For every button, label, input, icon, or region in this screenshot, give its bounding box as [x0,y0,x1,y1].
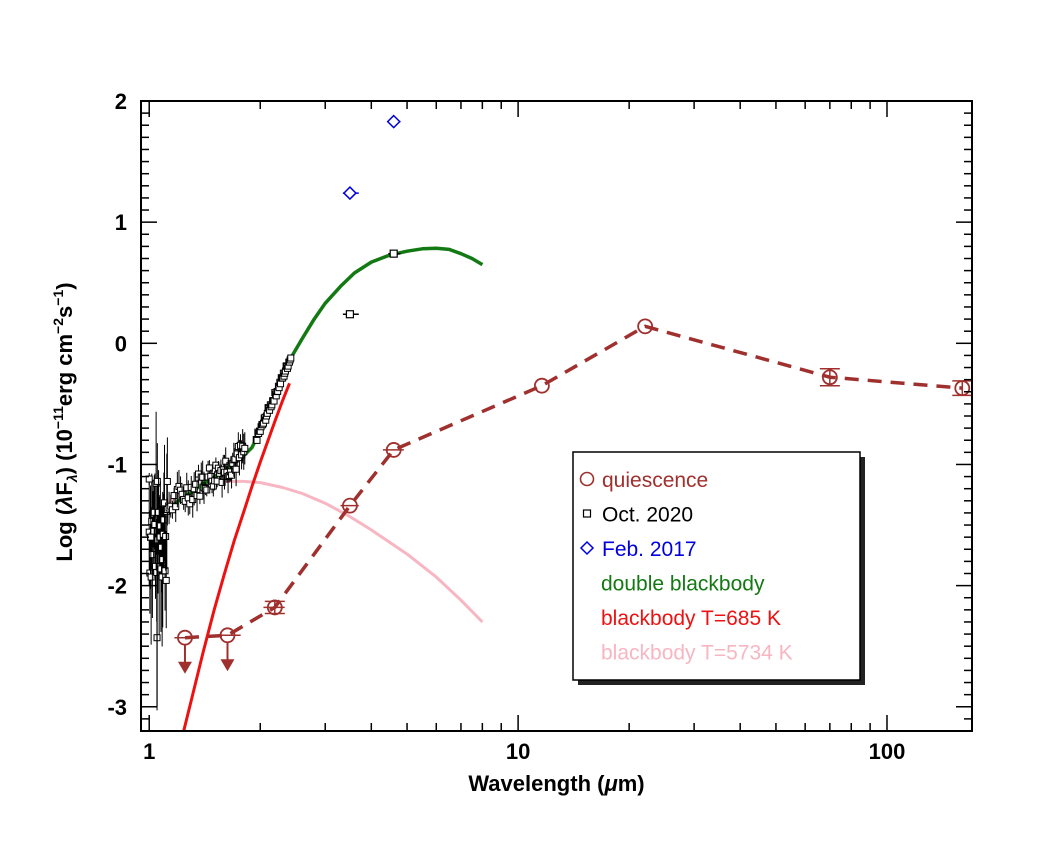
quiescence-point [637,318,654,335]
legend-label: blackbody T=5734 K [601,642,793,665]
quiescence-point [214,627,241,672]
upper-limit-arrow [177,644,192,674]
spectrum-point [196,488,204,505]
legend-label: quiescence [602,469,708,492]
x-tick-label: 100 [869,739,906,764]
quiescence-point [263,599,285,616]
quiescence-point [952,380,973,397]
points-layer [174,114,973,674]
y-tick-label: -3 [107,695,127,720]
feb2017-point [342,186,359,201]
legend-label: blackbody T=685 K [601,607,781,630]
quiescence-point [174,629,195,674]
legend-label: double blackbody [601,573,765,596]
curve-blackbody-685k [182,382,291,731]
legend-entry: blackbody T=5734 K [601,642,793,665]
quiescence-point [382,442,404,458]
spectrum-point [153,443,161,520]
y-tick-label: -1 [107,452,127,477]
legend-marker [579,471,595,487]
quiescence-point [340,497,359,514]
legend-entry: blackbody T=685 K [601,607,781,630]
quiescence-point [819,368,840,387]
spectrum-point [172,491,180,523]
legend-entry: Feb. 2017 [579,538,697,561]
legend-entry: double blackbody [601,573,765,596]
upper-limit-arrow [220,642,235,672]
oct2020-photometry-point [388,249,401,258]
y-tick-label: -2 [107,574,127,599]
legend: quiescence Oct. 2020 Feb. 2017 double black… [572,451,865,685]
spectrum-point [203,483,211,497]
x-tick-label: 1 [143,739,155,764]
spectrum-point [241,432,249,465]
x-tick-label: 10 [506,739,530,764]
spectrum-point [253,436,261,444]
x-axis-label: Wavelength (μm) [468,771,644,796]
spectrum-point [145,472,153,486]
spectrum-point [162,532,170,629]
quiescence-line [184,324,963,640]
spectrum-point [161,531,169,611]
y-axis-label: Log (λFλ) (10−11erg cm−2s−1) [50,282,80,561]
feb2017-point [386,114,401,129]
y-tick-label: 1 [115,210,127,235]
spectrum-layer [145,354,295,711]
legend-box [572,451,861,681]
y-tick-label: 2 [115,89,127,114]
legend-label: Feb. 2017 [602,538,697,561]
y-tick-label: 0 [115,331,127,356]
curves-layer [147,246,484,731]
legend-entry: Oct. 2020 [582,504,693,527]
oct2020-photometry-point [342,310,359,319]
legend-label: Oct. 2020 [602,504,693,527]
quiescence-point [533,377,550,394]
legend-marker [579,540,595,556]
legend-entry: quiescence [579,469,708,492]
legend-marker [582,509,592,518]
spectrum-point [287,354,295,362]
